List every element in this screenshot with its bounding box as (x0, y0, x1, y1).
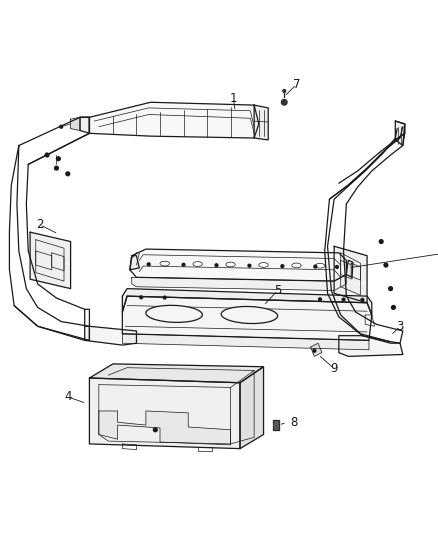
Ellipse shape (221, 306, 278, 324)
Polygon shape (240, 367, 264, 449)
Circle shape (45, 153, 49, 157)
Circle shape (274, 423, 278, 427)
Ellipse shape (292, 263, 301, 268)
Ellipse shape (315, 263, 325, 268)
Polygon shape (254, 105, 268, 140)
Polygon shape (346, 261, 353, 277)
Text: 1: 1 (230, 92, 237, 105)
Text: 6: 6 (437, 247, 438, 260)
Text: 3: 3 (396, 320, 404, 333)
Polygon shape (89, 364, 264, 383)
Polygon shape (99, 411, 230, 445)
Ellipse shape (146, 305, 202, 322)
Circle shape (282, 100, 287, 105)
Circle shape (55, 166, 58, 170)
Polygon shape (89, 102, 259, 138)
Circle shape (379, 240, 383, 244)
Text: 4: 4 (64, 390, 71, 403)
Polygon shape (85, 326, 137, 345)
Ellipse shape (160, 261, 170, 266)
Circle shape (314, 265, 317, 268)
Polygon shape (396, 121, 405, 146)
Circle shape (392, 305, 396, 309)
Text: 2: 2 (36, 218, 43, 231)
Circle shape (215, 264, 218, 266)
Circle shape (140, 296, 143, 298)
Polygon shape (80, 117, 89, 133)
Polygon shape (334, 246, 367, 303)
Ellipse shape (193, 262, 202, 266)
Polygon shape (339, 336, 403, 357)
Polygon shape (132, 274, 346, 290)
Circle shape (163, 296, 166, 299)
Circle shape (66, 172, 70, 176)
Text: 9: 9 (330, 362, 338, 375)
Circle shape (342, 298, 345, 301)
Circle shape (283, 90, 286, 92)
Polygon shape (122, 288, 372, 315)
Polygon shape (130, 249, 346, 281)
Circle shape (281, 265, 284, 268)
Text: 8: 8 (290, 416, 297, 429)
Circle shape (147, 263, 150, 265)
Circle shape (60, 125, 63, 128)
Circle shape (389, 287, 392, 290)
Polygon shape (122, 334, 369, 350)
Polygon shape (71, 117, 80, 131)
Text: 5: 5 (274, 284, 281, 297)
Polygon shape (122, 296, 372, 341)
Polygon shape (273, 421, 279, 430)
Circle shape (248, 264, 251, 267)
Circle shape (182, 263, 185, 266)
Circle shape (384, 263, 388, 267)
Polygon shape (130, 256, 139, 270)
Circle shape (153, 428, 157, 432)
Polygon shape (30, 232, 71, 288)
Circle shape (57, 157, 60, 160)
Polygon shape (311, 343, 322, 357)
Circle shape (318, 298, 321, 301)
Circle shape (336, 265, 339, 268)
Polygon shape (89, 378, 240, 449)
Circle shape (361, 298, 364, 301)
Ellipse shape (226, 262, 235, 267)
Circle shape (313, 349, 316, 352)
Text: 7: 7 (293, 78, 300, 91)
Ellipse shape (259, 263, 268, 268)
